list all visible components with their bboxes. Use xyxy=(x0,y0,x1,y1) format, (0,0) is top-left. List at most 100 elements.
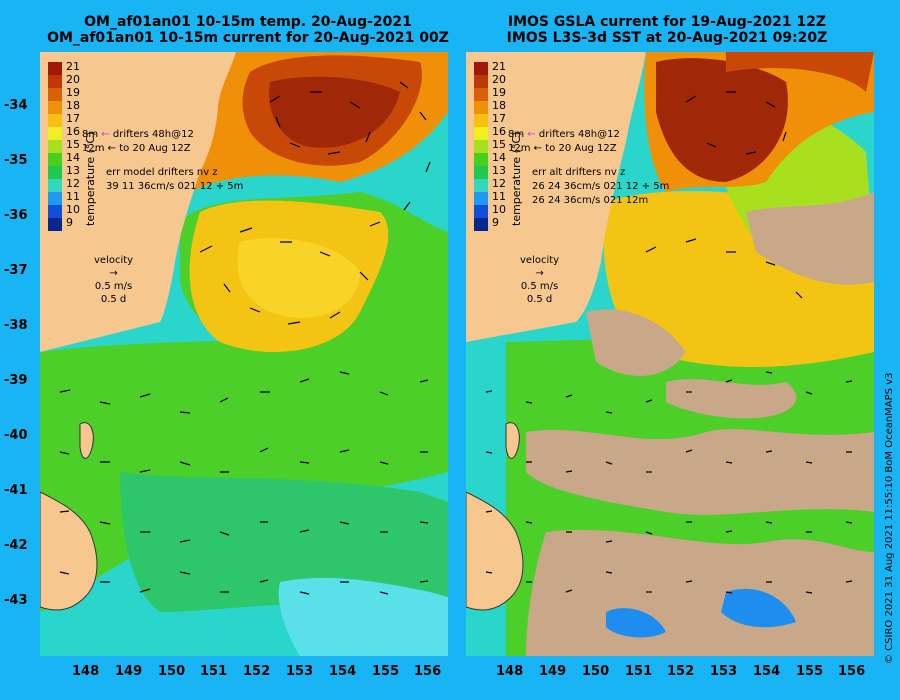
warm-core-eddy xyxy=(237,238,360,318)
colorbar-swatch xyxy=(48,179,62,192)
x-tick: 149 xyxy=(115,664,143,679)
land-island xyxy=(466,491,524,611)
y-tick: -36 xyxy=(4,208,28,223)
colorbar-tick: 19 xyxy=(66,86,80,99)
colorbar-tick: 14 xyxy=(492,151,506,164)
y-tick: -42 xyxy=(4,538,28,553)
y-tick: -38 xyxy=(4,318,28,333)
legend-text: drifters 48h@12 xyxy=(538,129,620,140)
colorbar-swatch xyxy=(474,75,488,88)
y-tick: -43 xyxy=(4,593,28,608)
colorbar-tick: 21 xyxy=(66,60,80,73)
colorbar-swatch xyxy=(48,88,62,101)
pink-arrow-icon: ← xyxy=(101,129,110,140)
legend-row: 12m ← to 20 Aug 12Z xyxy=(508,142,620,156)
land-mainland xyxy=(466,52,646,342)
colorbar-tick: 15 xyxy=(492,138,506,151)
cold-patches xyxy=(606,588,796,638)
colorbar-swatch xyxy=(48,205,62,218)
x-tick: 154 xyxy=(329,664,357,679)
depth-label: 8m xyxy=(82,129,99,140)
colorbar-swatch xyxy=(474,218,488,231)
colorbar-tick: 9 xyxy=(66,216,73,229)
colorbar-tick: 15 xyxy=(66,138,80,151)
colorbar-tick: 19 xyxy=(492,86,506,99)
right-title-line1: IMOS GSLA current for 19-Aug-2021 12Z xyxy=(507,14,827,30)
right-map-svg xyxy=(466,52,874,656)
x-tick: 155 xyxy=(372,664,400,679)
y-tick: -37 xyxy=(4,263,28,278)
x-tick: 156 xyxy=(414,664,442,679)
colorbar-tick: 12 xyxy=(492,177,506,190)
y-tick: -35 xyxy=(4,153,28,168)
x-tick: 148 xyxy=(496,664,524,679)
legend-text: to 20 Aug 12Z xyxy=(545,143,617,154)
colorbar-swatch xyxy=(48,153,62,166)
right-velocity-scale: velocity → 0.5 m/s 0.5 d xyxy=(520,254,559,306)
colorbar-swatch xyxy=(48,114,62,127)
colorbar-tick: 16 xyxy=(492,125,506,138)
x-tick: 148 xyxy=(72,664,100,679)
x-tick: 150 xyxy=(582,664,610,679)
current-vectors xyxy=(59,81,431,595)
colorbar-tick: 16 xyxy=(66,125,80,138)
colorbar-swatch xyxy=(474,153,488,166)
colorbar-tick: 14 xyxy=(66,151,80,164)
velocity-duration: 0.5 d xyxy=(526,294,553,305)
colorbar-swatch xyxy=(474,166,488,179)
y-tick: -40 xyxy=(4,428,28,443)
velocity-value: 0.5 m/s xyxy=(94,281,133,292)
warm-core-eddy xyxy=(656,58,788,182)
colorbar-swatch xyxy=(48,62,62,75)
velocity-arrow-icon: → xyxy=(535,268,544,279)
err-title: err model drifters nv z xyxy=(106,167,218,178)
land-mainland xyxy=(40,52,236,352)
left-error-note: err model drifters nv z 39 11 36cm/s 021… xyxy=(106,166,243,194)
y-tick: -34 xyxy=(4,98,28,113)
colorbar-swatch xyxy=(474,140,488,153)
x-tick: 151 xyxy=(200,664,228,679)
colorbar-swatch xyxy=(474,88,488,101)
colorbar-swatch xyxy=(48,192,62,205)
depth-label: 12m xyxy=(508,143,531,154)
colorbar-tick: 10 xyxy=(66,203,80,216)
legend-text: drifters 48h@12 xyxy=(112,129,194,140)
land-island xyxy=(40,491,98,611)
x-tick: 153 xyxy=(710,664,738,679)
colorbar-swatch xyxy=(474,127,488,140)
colorbar-tick: 17 xyxy=(66,112,80,125)
x-tick: 153 xyxy=(286,664,314,679)
legend-row: 12m ← to 20 Aug 12Z xyxy=(82,142,194,156)
black-arrow-icon: ← xyxy=(107,143,117,154)
colorbar-swatch xyxy=(474,114,488,127)
colorbar-tick: 12 xyxy=(66,177,80,190)
legend-row: 8m ← drifters 48h@12 xyxy=(508,128,620,142)
velocity-duration: 0.5 d xyxy=(100,294,127,305)
colorbar-swatch xyxy=(474,192,488,205)
left-map-svg xyxy=(40,52,448,656)
velocity-arrow-icon: → xyxy=(109,268,118,279)
x-tick: 152 xyxy=(667,664,695,679)
left-title-line2: OM_af01an01 10-15m current for 20-Aug-20… xyxy=(47,30,449,46)
current-vectors xyxy=(485,91,853,594)
colorbar-tick: 17 xyxy=(492,112,506,125)
left-map-panel[interactable]: 21 20 19 18 17 16 15 14 13 12 11 10 9 te… xyxy=(40,52,448,656)
colorbar-tick: 10 xyxy=(492,203,506,216)
left-title-line1: OM_af01an01 10-15m temp. 20-Aug-2021 xyxy=(84,14,412,30)
x-tick: 156 xyxy=(838,664,866,679)
err-line: 39 11 36cm/s 021 12 + 5m xyxy=(106,181,244,192)
colorbar-tick: 11 xyxy=(66,190,80,203)
pink-arrow-icon: ← xyxy=(527,129,536,140)
err-title: err alt drifters nv z xyxy=(532,167,626,178)
right-map-title: IMOS GSLA current for 19-Aug-2021 12Z IM… xyxy=(462,14,872,46)
colorbar-tick: 18 xyxy=(492,99,506,112)
colorbar-tick: 9 xyxy=(492,216,499,229)
err-line: 26 24 36cm/s 021 12 + 5m xyxy=(532,181,670,192)
colorbar-swatch xyxy=(474,101,488,114)
err-line: 26 24 36cm/s 021 12m xyxy=(532,195,649,206)
land-island xyxy=(79,422,94,459)
right-map-panel[interactable]: 21 20 19 18 17 16 15 14 13 12 11 10 9 te… xyxy=(466,52,874,656)
colorbar-tick: 21 xyxy=(492,60,506,73)
colorbar-swatch xyxy=(474,62,488,75)
colorbar-swatch xyxy=(474,179,488,192)
